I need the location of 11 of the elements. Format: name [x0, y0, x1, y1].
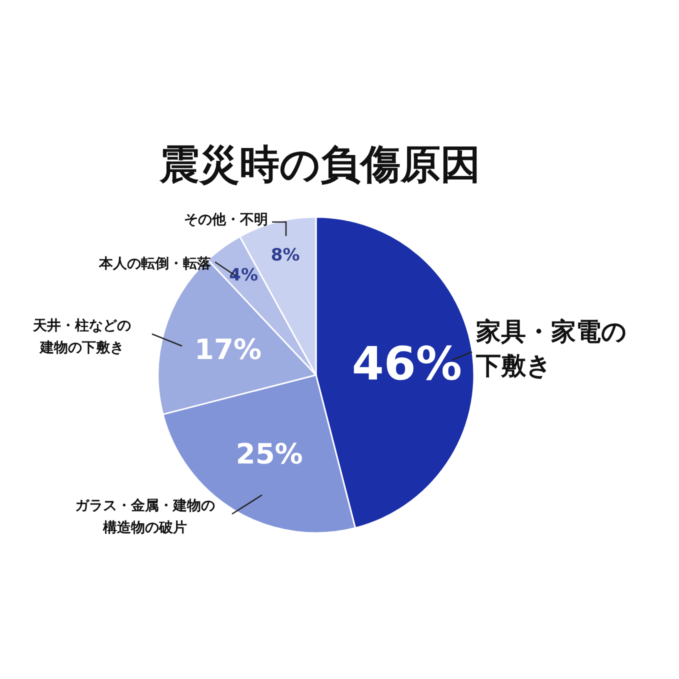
data-label: 17% — [194, 332, 262, 366]
slice-label: ガラス・金属・建物の構造物の破片 — [75, 498, 215, 536]
data-label: 46% — [352, 336, 462, 391]
data-label: 4% — [229, 265, 258, 286]
slice-label: 天井・柱などの建物の下敷き — [32, 318, 131, 356]
slice-label: その他・不明 — [184, 212, 268, 228]
slice-label: 本人の転倒・転落 — [98, 256, 212, 272]
data-label: 25% — [236, 437, 303, 470]
slice-label: 家具・家電の下敷き — [475, 317, 627, 380]
chart-title: 震災時の負傷原因 — [158, 142, 480, 188]
data-label: 8% — [270, 246, 300, 266]
